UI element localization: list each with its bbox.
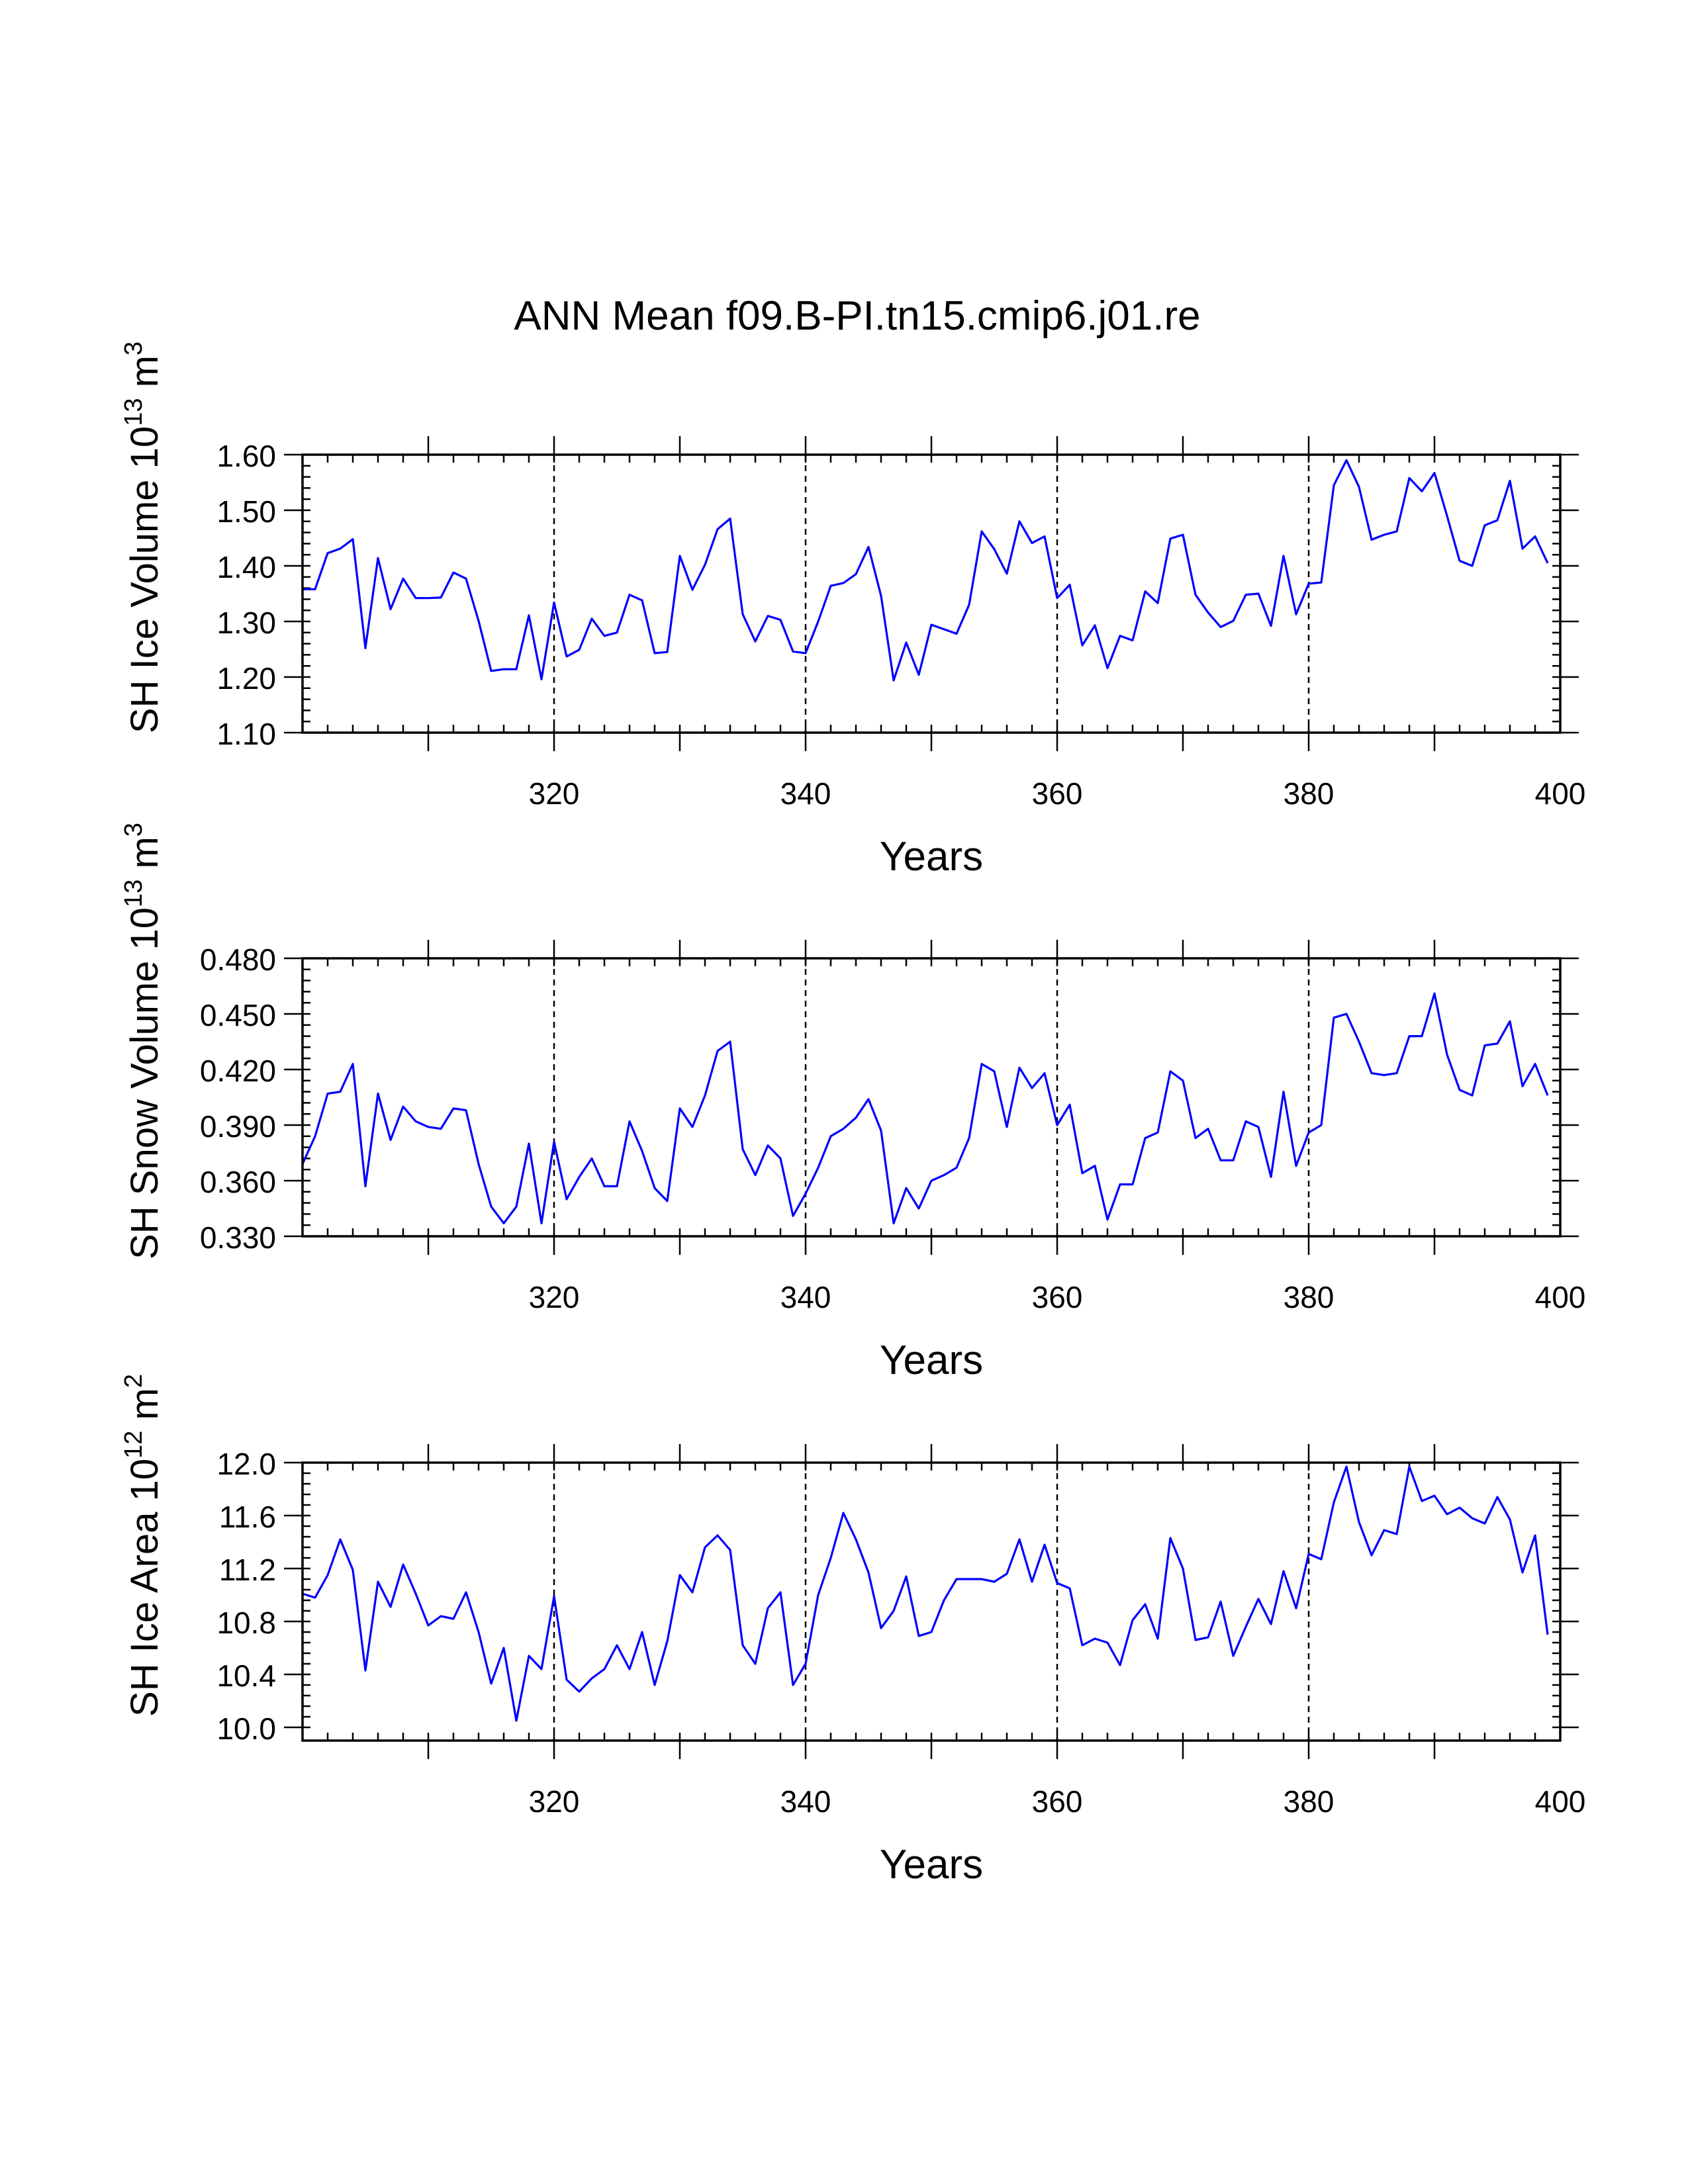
y-tick-label: 0.330 [200,1220,276,1255]
plot-frame [301,1461,1562,1742]
x-tick-label: 400 [1535,776,1586,811]
panel-ice-area: 10.0 10.4 10.8 11.2 11.6 12.0 320 340 360 380 400 Y… [120,1374,1585,1888]
x-tick-label: 360 [1032,1280,1083,1314]
y-tick-label: 0.420 [200,1054,276,1088]
series-line [303,459,1549,682]
y-tick-label: 0.390 [200,1109,276,1144]
y-tick-label: 10.8 [216,1606,276,1640]
y-axis-label-unit: m [123,837,166,879]
y-tick-label: 1.50 [216,494,276,529]
series-line [302,1465,1549,1722]
y-tick-label: 1.60 [216,439,276,473]
x-tick-label: 340 [780,1280,831,1314]
y-tick-label: 0.450 [200,998,276,1032]
y-tick-label: 0.480 [200,942,276,977]
figure-title: ANN Mean f09.B-PI.tn15.cmip6.j01.re [514,293,1200,339]
x-axis-label: Years [880,834,983,880]
y-tick-label: 11.6 [219,1500,276,1534]
y-axis-label-unit-exponent: 3 [120,823,148,837]
x-tick-label: 380 [1284,1280,1335,1314]
y-axis-label: SH Snow Volume 1013 m3 [120,823,166,1259]
x-axis-label: Years [880,1338,983,1383]
y-axis-label-exponent: 12 [120,1431,148,1459]
x-tick-label: 360 [1032,776,1083,811]
y-axis-label-exponent: 13 [120,398,148,426]
y-axis-label-unit-exponent: 2 [120,1374,148,1388]
y-tick-label: 1.20 [216,661,276,696]
plot-frame [301,453,1562,734]
x-tick-label: 360 [1032,1784,1083,1819]
x-tick-label: 320 [529,1280,580,1314]
y-tick-label: 10.4 [216,1659,276,1693]
y-axis-label-exponent: 13 [120,880,148,907]
y-tick-label: 0.360 [200,1165,276,1199]
x-tick-label: 320 [529,1784,580,1819]
plot-frame [301,957,1562,1238]
x-tick-label: 380 [1284,1784,1335,1819]
y-tick-label: 11.2 [219,1553,276,1587]
y-axis-label: SH Ice Volume 1013 m3 [120,341,166,733]
y-tick-label: 12.0 [216,1447,276,1481]
y-axis-label-text: SH Ice Volume 10 [123,426,166,733]
panel-snow-volume: 0.330 0.360 0.390 0.420 0.450 0.480 320 340 360 3… [120,823,1585,1383]
x-tick-label: 400 [1535,1280,1586,1314]
x-tick-label: 340 [780,776,831,811]
y-axis-label-unit-exponent: 3 [120,341,148,355]
x-tick-label: 380 [1284,776,1335,811]
y-tick-label: 1.30 [216,606,276,640]
series-line [301,992,1549,1225]
y-axis-label-text: SH Snow Volume 10 [123,907,166,1259]
x-tick-label: 400 [1535,1784,1586,1819]
y-axis-label: SH Ice Area 1012 m2 [120,1374,166,1717]
y-axis-label-unit: m [123,1388,166,1430]
y-tick-label: 1.40 [216,550,276,584]
y-axis-label-unit: m [123,355,166,398]
y-tick-label: 10.0 [216,1711,276,1746]
x-tick-label: 320 [529,776,580,811]
x-axis-label: Years [880,1842,983,1888]
y-axis-label-text: SH Ice Area 10 [123,1459,166,1717]
x-tick-label: 340 [780,1784,831,1819]
y-tick-label: 1.10 [216,717,276,751]
panel-ice-volume: 1.10 1.20 1.30 1.40 1.50 1.60 320 340 360 380 400 Y… [120,341,1585,880]
